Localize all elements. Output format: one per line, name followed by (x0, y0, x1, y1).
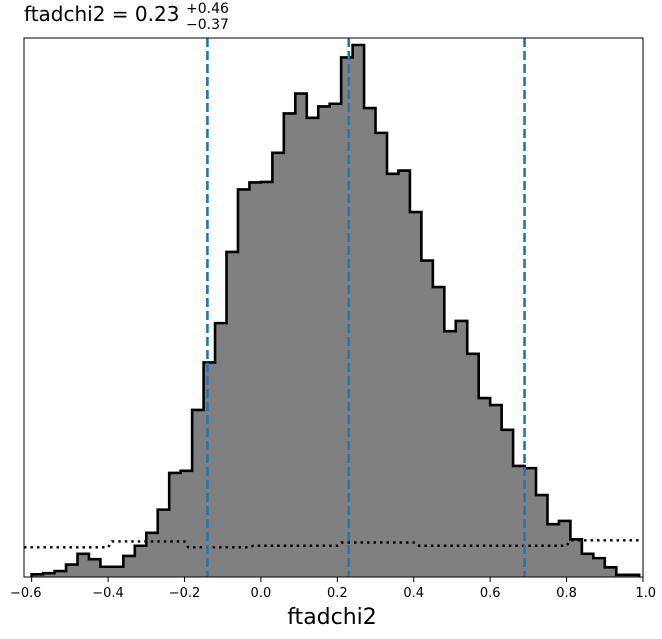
histogram-bar (501, 429, 514, 577)
chart-title: ftadchi2 = 0.23 +0.46 −0.37 (24, 1, 229, 33)
histogram-bar (157, 509, 170, 577)
histogram-bar (237, 189, 250, 577)
x-axis-label: ftadchi2 (287, 605, 377, 630)
histogram-bar (226, 251, 239, 577)
histogram-bar (111, 566, 124, 577)
histogram-bar (432, 287, 445, 577)
histogram-bar (318, 106, 331, 577)
histogram-bar (31, 574, 44, 577)
prior-dotted-line (24, 539, 643, 549)
histogram-bar (444, 331, 457, 577)
histogram-bar (604, 567, 617, 577)
histogram-bar (283, 113, 296, 577)
histogram-bar (134, 545, 147, 577)
histogram-bar (249, 182, 262, 577)
histogram-bar (593, 558, 606, 577)
histogram-bar (409, 212, 422, 577)
chart-title-main: ftadchi2 = 0.23 (24, 2, 179, 26)
histogram-bar (386, 173, 399, 577)
histogram-bar (295, 93, 308, 577)
histogram-bar (478, 398, 491, 577)
histogram-bar (77, 553, 90, 577)
histogram-bar (100, 566, 113, 577)
x-tick-label: 0.2 (327, 586, 348, 601)
histogram-bars (31, 45, 640, 577)
x-tick-label: 0.6 (480, 586, 501, 601)
histogram-bar (54, 571, 67, 577)
histogram-outline (30, 43, 641, 577)
x-tick-label: 1.0 (635, 586, 656, 601)
x-tick-label: 0.4 (403, 586, 424, 601)
histogram-bar (524, 468, 537, 577)
plot-area (23, 37, 644, 578)
histogram-bar (570, 539, 583, 577)
histogram-bar (169, 472, 182, 577)
histogram-bar (329, 103, 342, 577)
x-tick-label: 0.8 (556, 586, 577, 601)
histogram-bar (352, 45, 365, 577)
histogram-bar (123, 555, 136, 577)
histogram-bar (192, 409, 204, 577)
histogram-bar (558, 520, 571, 577)
x-tick-label: −0.6 (10, 586, 42, 601)
histogram-bar (467, 353, 480, 577)
histogram-bar (180, 470, 193, 577)
x-tick-label: 0.0 (251, 586, 272, 601)
histogram-bar (66, 564, 78, 577)
histogram-bar (375, 132, 388, 577)
histogram-bar (146, 532, 159, 577)
chart-title-lower-error: −0.37 (186, 17, 229, 33)
histogram-bar (260, 181, 273, 577)
histogram-bar (536, 495, 548, 577)
histogram-bar (421, 260, 434, 577)
histogram-bar (547, 524, 560, 577)
histogram-bar (215, 323, 227, 577)
x-axis: −0.6 −0.4 −0.2 0.0 0.2 0.4 0.6 0.8 1.0 (10, 577, 656, 601)
histogram-bar (203, 362, 216, 577)
histogram-bar (306, 117, 319, 577)
plot-frame (23, 37, 644, 578)
histogram-bar (272, 152, 285, 577)
histogram-bar (398, 170, 411, 577)
histogram-bar (341, 57, 354, 577)
histogram-bar (490, 405, 503, 577)
histogram-bar (513, 465, 525, 577)
histogram-bar (88, 559, 101, 577)
x-tick-label: −0.4 (92, 586, 124, 601)
histogram-bar (455, 320, 468, 577)
histogram-bar (43, 573, 55, 577)
histogram-bar (581, 553, 594, 577)
chart-title-upper-error: +0.46 (186, 1, 229, 17)
histogram-bar (364, 108, 376, 577)
x-tick-label: −0.2 (169, 586, 201, 601)
